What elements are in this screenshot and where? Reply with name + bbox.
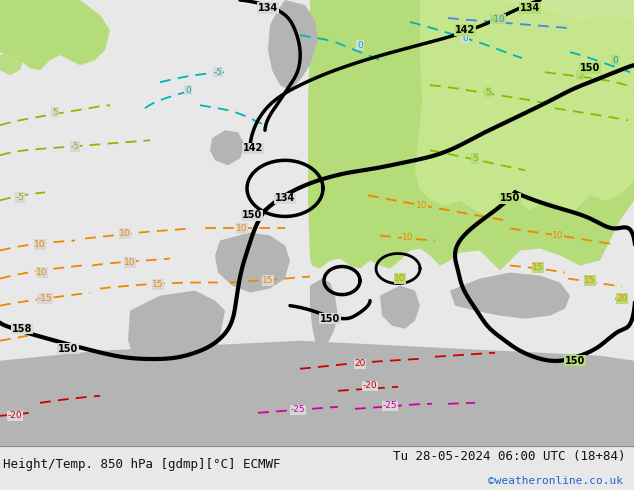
Text: 150: 150 <box>320 314 340 323</box>
Text: 10: 10 <box>236 224 248 233</box>
Text: 0: 0 <box>185 86 191 95</box>
Text: Height/Temp. 850 hPa [gdmp][°C] ECMWF: Height/Temp. 850 hPa [gdmp][°C] ECMWF <box>3 458 281 471</box>
Text: 158: 158 <box>12 324 32 334</box>
Text: 134: 134 <box>275 194 295 203</box>
Polygon shape <box>415 0 634 216</box>
Text: 15: 15 <box>262 276 274 285</box>
Text: 10: 10 <box>119 229 131 238</box>
Text: 20: 20 <box>616 294 628 303</box>
Text: 150: 150 <box>565 356 585 366</box>
Text: 15: 15 <box>585 276 596 285</box>
Text: 142: 142 <box>243 143 263 153</box>
Text: 20: 20 <box>354 359 366 368</box>
Text: -25: -25 <box>290 405 306 415</box>
Polygon shape <box>0 48 25 75</box>
Text: 0: 0 <box>612 56 618 65</box>
Text: 5: 5 <box>52 108 58 117</box>
Text: ©weatheronline.co.uk: ©weatheronline.co.uk <box>488 476 623 486</box>
Polygon shape <box>450 272 570 318</box>
Text: 150: 150 <box>242 210 262 221</box>
Text: 10: 10 <box>402 233 414 242</box>
Polygon shape <box>0 341 634 446</box>
Text: 10: 10 <box>34 240 46 249</box>
Text: -10: -10 <box>491 15 505 24</box>
Text: 10: 10 <box>36 268 48 277</box>
Polygon shape <box>308 0 634 270</box>
Text: 10: 10 <box>552 231 564 240</box>
Text: 5: 5 <box>485 88 491 97</box>
Text: 150: 150 <box>580 63 600 73</box>
Text: -15: -15 <box>37 294 53 303</box>
Polygon shape <box>268 0 318 90</box>
Text: -5: -5 <box>70 142 79 151</box>
Text: 5: 5 <box>577 71 583 80</box>
Text: 0: 0 <box>462 34 468 43</box>
Text: -20: -20 <box>8 411 22 420</box>
Text: 134: 134 <box>258 3 278 13</box>
Text: 10: 10 <box>394 274 406 283</box>
Text: 0: 0 <box>357 41 363 49</box>
Text: 10: 10 <box>124 258 136 267</box>
Text: -20: -20 <box>363 381 377 390</box>
Polygon shape <box>215 232 290 293</box>
Polygon shape <box>380 286 420 329</box>
Text: 142: 142 <box>455 25 475 35</box>
Text: 15: 15 <box>533 263 544 272</box>
Text: -5: -5 <box>15 193 25 202</box>
Text: -25: -25 <box>383 401 398 410</box>
Text: 5: 5 <box>472 154 478 163</box>
Polygon shape <box>128 291 225 386</box>
Text: 134: 134 <box>520 3 540 13</box>
Text: 150: 150 <box>58 343 78 354</box>
Text: Tu 28-05-2024 06:00 UTC (18+84): Tu 28-05-2024 06:00 UTC (18+84) <box>393 450 626 464</box>
Polygon shape <box>0 0 110 70</box>
Text: 15: 15 <box>152 280 164 289</box>
Text: 10: 10 <box>417 201 428 210</box>
Text: 150: 150 <box>500 194 520 203</box>
Polygon shape <box>210 130 245 165</box>
Polygon shape <box>310 278 338 349</box>
Text: -5: -5 <box>214 68 223 76</box>
